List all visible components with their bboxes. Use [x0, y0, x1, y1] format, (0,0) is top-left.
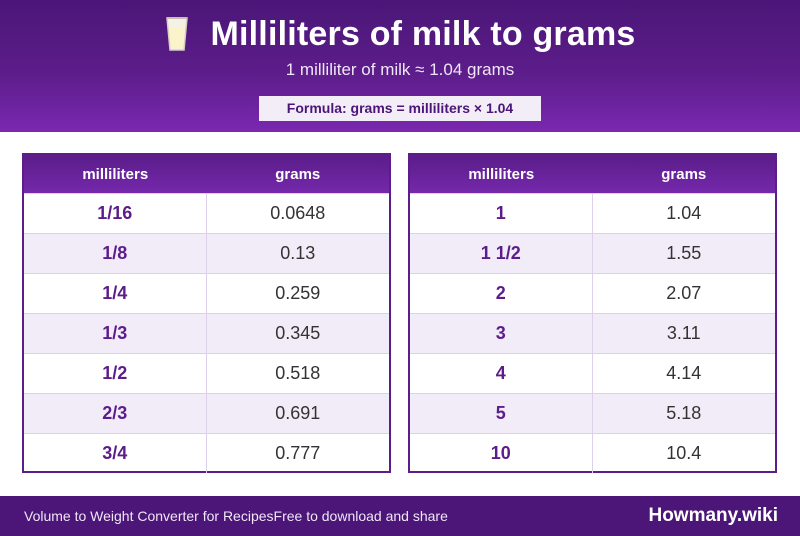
formula-badge: Formula: grams = milliliters × 1.04 — [259, 96, 541, 121]
grams-cell: 0.518 — [275, 363, 321, 383]
grams-cell: 0.777 — [275, 443, 321, 463]
page-title: Milliliters of milk to grams — [210, 14, 636, 53]
column-header-milliliters: milliliters — [468, 165, 535, 183]
table-row: 1/2 0.518 — [24, 353, 389, 393]
column-header-grams: grams — [275, 165, 321, 183]
conversion-table-right: milliliters grams 1 1.04 1 1/2 1.55 2 2.… — [408, 153, 777, 473]
milliliters-cell: 5 — [410, 394, 593, 433]
table-row: 1/4 0.259 — [24, 273, 389, 313]
milliliters-cell: 1/16 — [24, 194, 207, 233]
table-row: 1 1.04 — [410, 193, 775, 233]
header: Milliliters of milk to grams 1 millilite… — [0, 0, 800, 132]
page-subtitle: 1 milliliter of milk ≈ 1.04 grams — [285, 60, 515, 79]
brand-logo-text[interactable]: Howmany.wiki — [648, 505, 778, 526]
milliliters-cell: 4 — [410, 354, 593, 393]
table-row: 2 2.07 — [410, 273, 775, 313]
table-header: milliliters grams — [410, 155, 775, 193]
grams-cell: 5.18 — [666, 403, 702, 423]
grams-cell: 4.14 — [666, 363, 702, 383]
column-header-milliliters: milliliters — [82, 165, 149, 183]
column-header-grams: grams — [661, 165, 707, 183]
footer-tagline: Volume to Weight Converter for Recipes — [24, 508, 274, 524]
milliliters-cell: 2/3 — [24, 394, 207, 433]
grams-cell: 1.55 — [666, 243, 702, 263]
milliliters-cell: 1 — [410, 194, 593, 233]
table-row: 1 1/2 1.55 — [410, 233, 775, 273]
table-row: 3/4 0.777 — [24, 433, 389, 473]
footer-share-note: Free to download and share — [273, 508, 448, 524]
table-row: 5 5.18 — [410, 393, 775, 433]
title-row: Milliliters of milk to grams — [0, 12, 800, 56]
grams-cell: 0.0648 — [270, 203, 326, 223]
grams-cell: 0.691 — [275, 403, 321, 423]
table-row: 4 4.14 — [410, 353, 775, 393]
grams-cell: 2.07 — [666, 283, 702, 303]
milliliters-cell: 1/3 — [24, 314, 207, 353]
milliliters-cell: 3/4 — [24, 434, 207, 473]
milliliters-cell: 1/4 — [24, 274, 207, 313]
grams-cell: 0.13 — [280, 243, 316, 263]
table-row: 1/8 0.13 — [24, 233, 389, 273]
table-row: 1/3 0.345 — [24, 313, 389, 353]
footer: Volume to Weight Converter for Recipes F… — [0, 496, 800, 536]
grams-cell: 1.04 — [666, 203, 702, 223]
milliliters-cell: 2 — [410, 274, 593, 313]
table-row: 2/3 0.691 — [24, 393, 389, 433]
table-row: 3 3.11 — [410, 313, 775, 353]
table-row: 10 10.4 — [410, 433, 775, 473]
grams-cell: 10.4 — [666, 443, 702, 463]
milliliters-cell: 1/2 — [24, 354, 207, 393]
table-row: 1/16 0.0648 — [24, 193, 389, 233]
grams-cell: 0.259 — [275, 283, 321, 303]
milliliters-cell: 1/8 — [24, 234, 207, 273]
grams-cell: 3.11 — [666, 323, 701, 343]
conversion-table-left: milliliters grams 1/16 0.0648 1/8 0.13 1… — [22, 153, 391, 473]
milliliters-cell: 3 — [410, 314, 593, 353]
grams-cell: 0.345 — [275, 323, 321, 343]
milliliters-cell: 10 — [410, 434, 593, 473]
milliliters-cell: 1 1/2 — [410, 234, 593, 273]
milk-glass-icon — [164, 16, 190, 52]
table-header: milliliters grams — [24, 155, 389, 193]
